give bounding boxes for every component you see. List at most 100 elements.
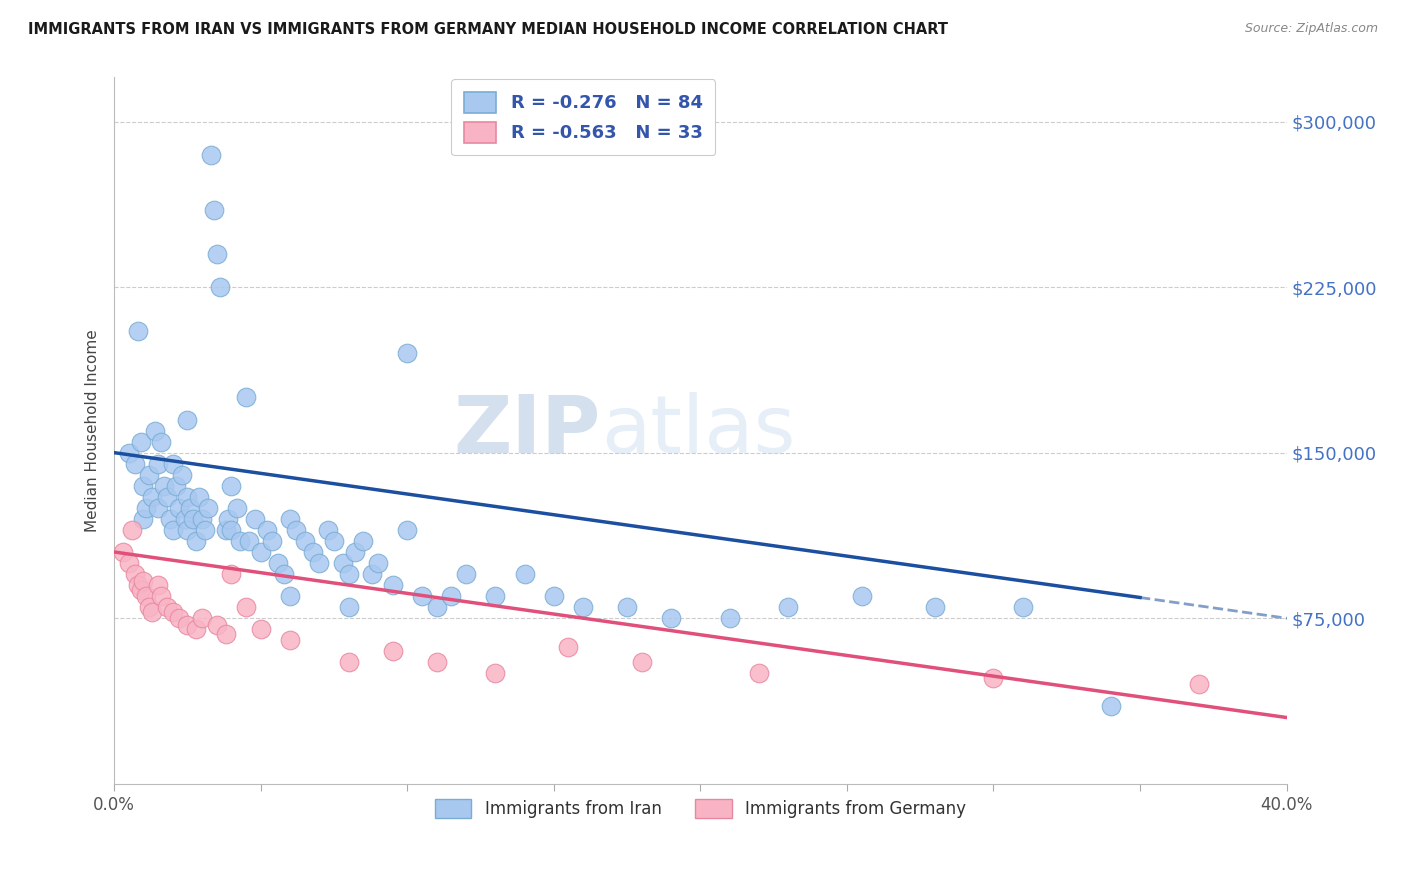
Point [162, 605, 184, 619]
Point [235, 600, 257, 615]
Point [396, 523, 419, 537]
Point [188, 490, 211, 504]
Point [221, 479, 243, 493]
Point [302, 545, 325, 559]
Point [294, 533, 316, 548]
Point [132, 512, 155, 526]
Point [513, 567, 536, 582]
Point [143, 424, 166, 438]
Point [208, 280, 231, 294]
Point [278, 633, 301, 648]
Point [381, 578, 404, 592]
Point [135, 589, 157, 603]
Point [162, 523, 184, 537]
Point [218, 512, 240, 526]
Point [167, 611, 190, 625]
Point [111, 545, 134, 559]
Point [337, 567, 360, 582]
Point [186, 622, 208, 636]
Point [127, 324, 149, 338]
Text: Source: ZipAtlas.com: Source: ZipAtlas.com [1244, 22, 1378, 36]
Point [748, 666, 770, 681]
Point [616, 600, 638, 615]
Point [278, 512, 301, 526]
Point [256, 523, 278, 537]
Point [484, 589, 506, 603]
Point [238, 533, 260, 548]
Point [205, 247, 228, 261]
Point [229, 533, 252, 548]
Point [396, 346, 419, 360]
Point [249, 622, 271, 636]
Point [284, 523, 307, 537]
Point [630, 656, 652, 670]
Point [146, 578, 169, 592]
Point [194, 523, 217, 537]
Point [124, 457, 146, 471]
Point [200, 147, 222, 161]
Point [150, 434, 173, 449]
Text: IMMIGRANTS FROM IRAN VS IMMIGRANTS FROM GERMANY MEDIAN HOUSEHOLD INCOME CORRELAT: IMMIGRANTS FROM IRAN VS IMMIGRANTS FROM … [28, 22, 948, 37]
Point [249, 545, 271, 559]
Point [167, 500, 190, 515]
Point [129, 434, 152, 449]
Point [221, 523, 243, 537]
Point [1099, 699, 1122, 714]
Point [118, 556, 141, 570]
Point [381, 644, 404, 658]
Point [411, 589, 433, 603]
Point [851, 589, 873, 603]
Point [176, 617, 198, 632]
Text: atlas: atlas [600, 392, 796, 469]
Point [273, 567, 295, 582]
Point [170, 467, 193, 482]
Point [1011, 600, 1033, 615]
Point [141, 605, 163, 619]
Point [454, 567, 477, 582]
Y-axis label: Median Household Income: Median Household Income [86, 329, 100, 532]
Point [165, 479, 187, 493]
Point [176, 490, 198, 504]
Point [202, 202, 225, 217]
Point [308, 556, 330, 570]
Point [141, 490, 163, 504]
Point [146, 500, 169, 515]
Point [352, 533, 374, 548]
Point [132, 574, 155, 588]
Text: ZIP: ZIP [454, 392, 600, 469]
Point [316, 523, 339, 537]
Point [176, 412, 198, 426]
Point [179, 500, 201, 515]
Point [156, 600, 179, 615]
Point [135, 500, 157, 515]
Point [129, 582, 152, 597]
Point [426, 600, 449, 615]
Point [183, 512, 205, 526]
Point [138, 467, 160, 482]
Point [156, 490, 179, 504]
Point [221, 567, 243, 582]
Point [557, 640, 579, 654]
Point [132, 479, 155, 493]
Point [983, 671, 1005, 685]
Point [484, 666, 506, 681]
Point [361, 567, 384, 582]
Point [191, 512, 214, 526]
Point [440, 589, 463, 603]
Point [267, 556, 290, 570]
Point [332, 556, 354, 570]
Point [153, 479, 176, 493]
Point [426, 656, 449, 670]
Point [159, 512, 181, 526]
Point [205, 617, 228, 632]
Point [543, 589, 565, 603]
Point [778, 600, 800, 615]
Point [118, 445, 141, 459]
Point [262, 533, 284, 548]
Point [226, 500, 249, 515]
Point [127, 578, 149, 592]
Point [162, 457, 184, 471]
Point [367, 556, 389, 570]
Point [718, 611, 741, 625]
Point [146, 457, 169, 471]
